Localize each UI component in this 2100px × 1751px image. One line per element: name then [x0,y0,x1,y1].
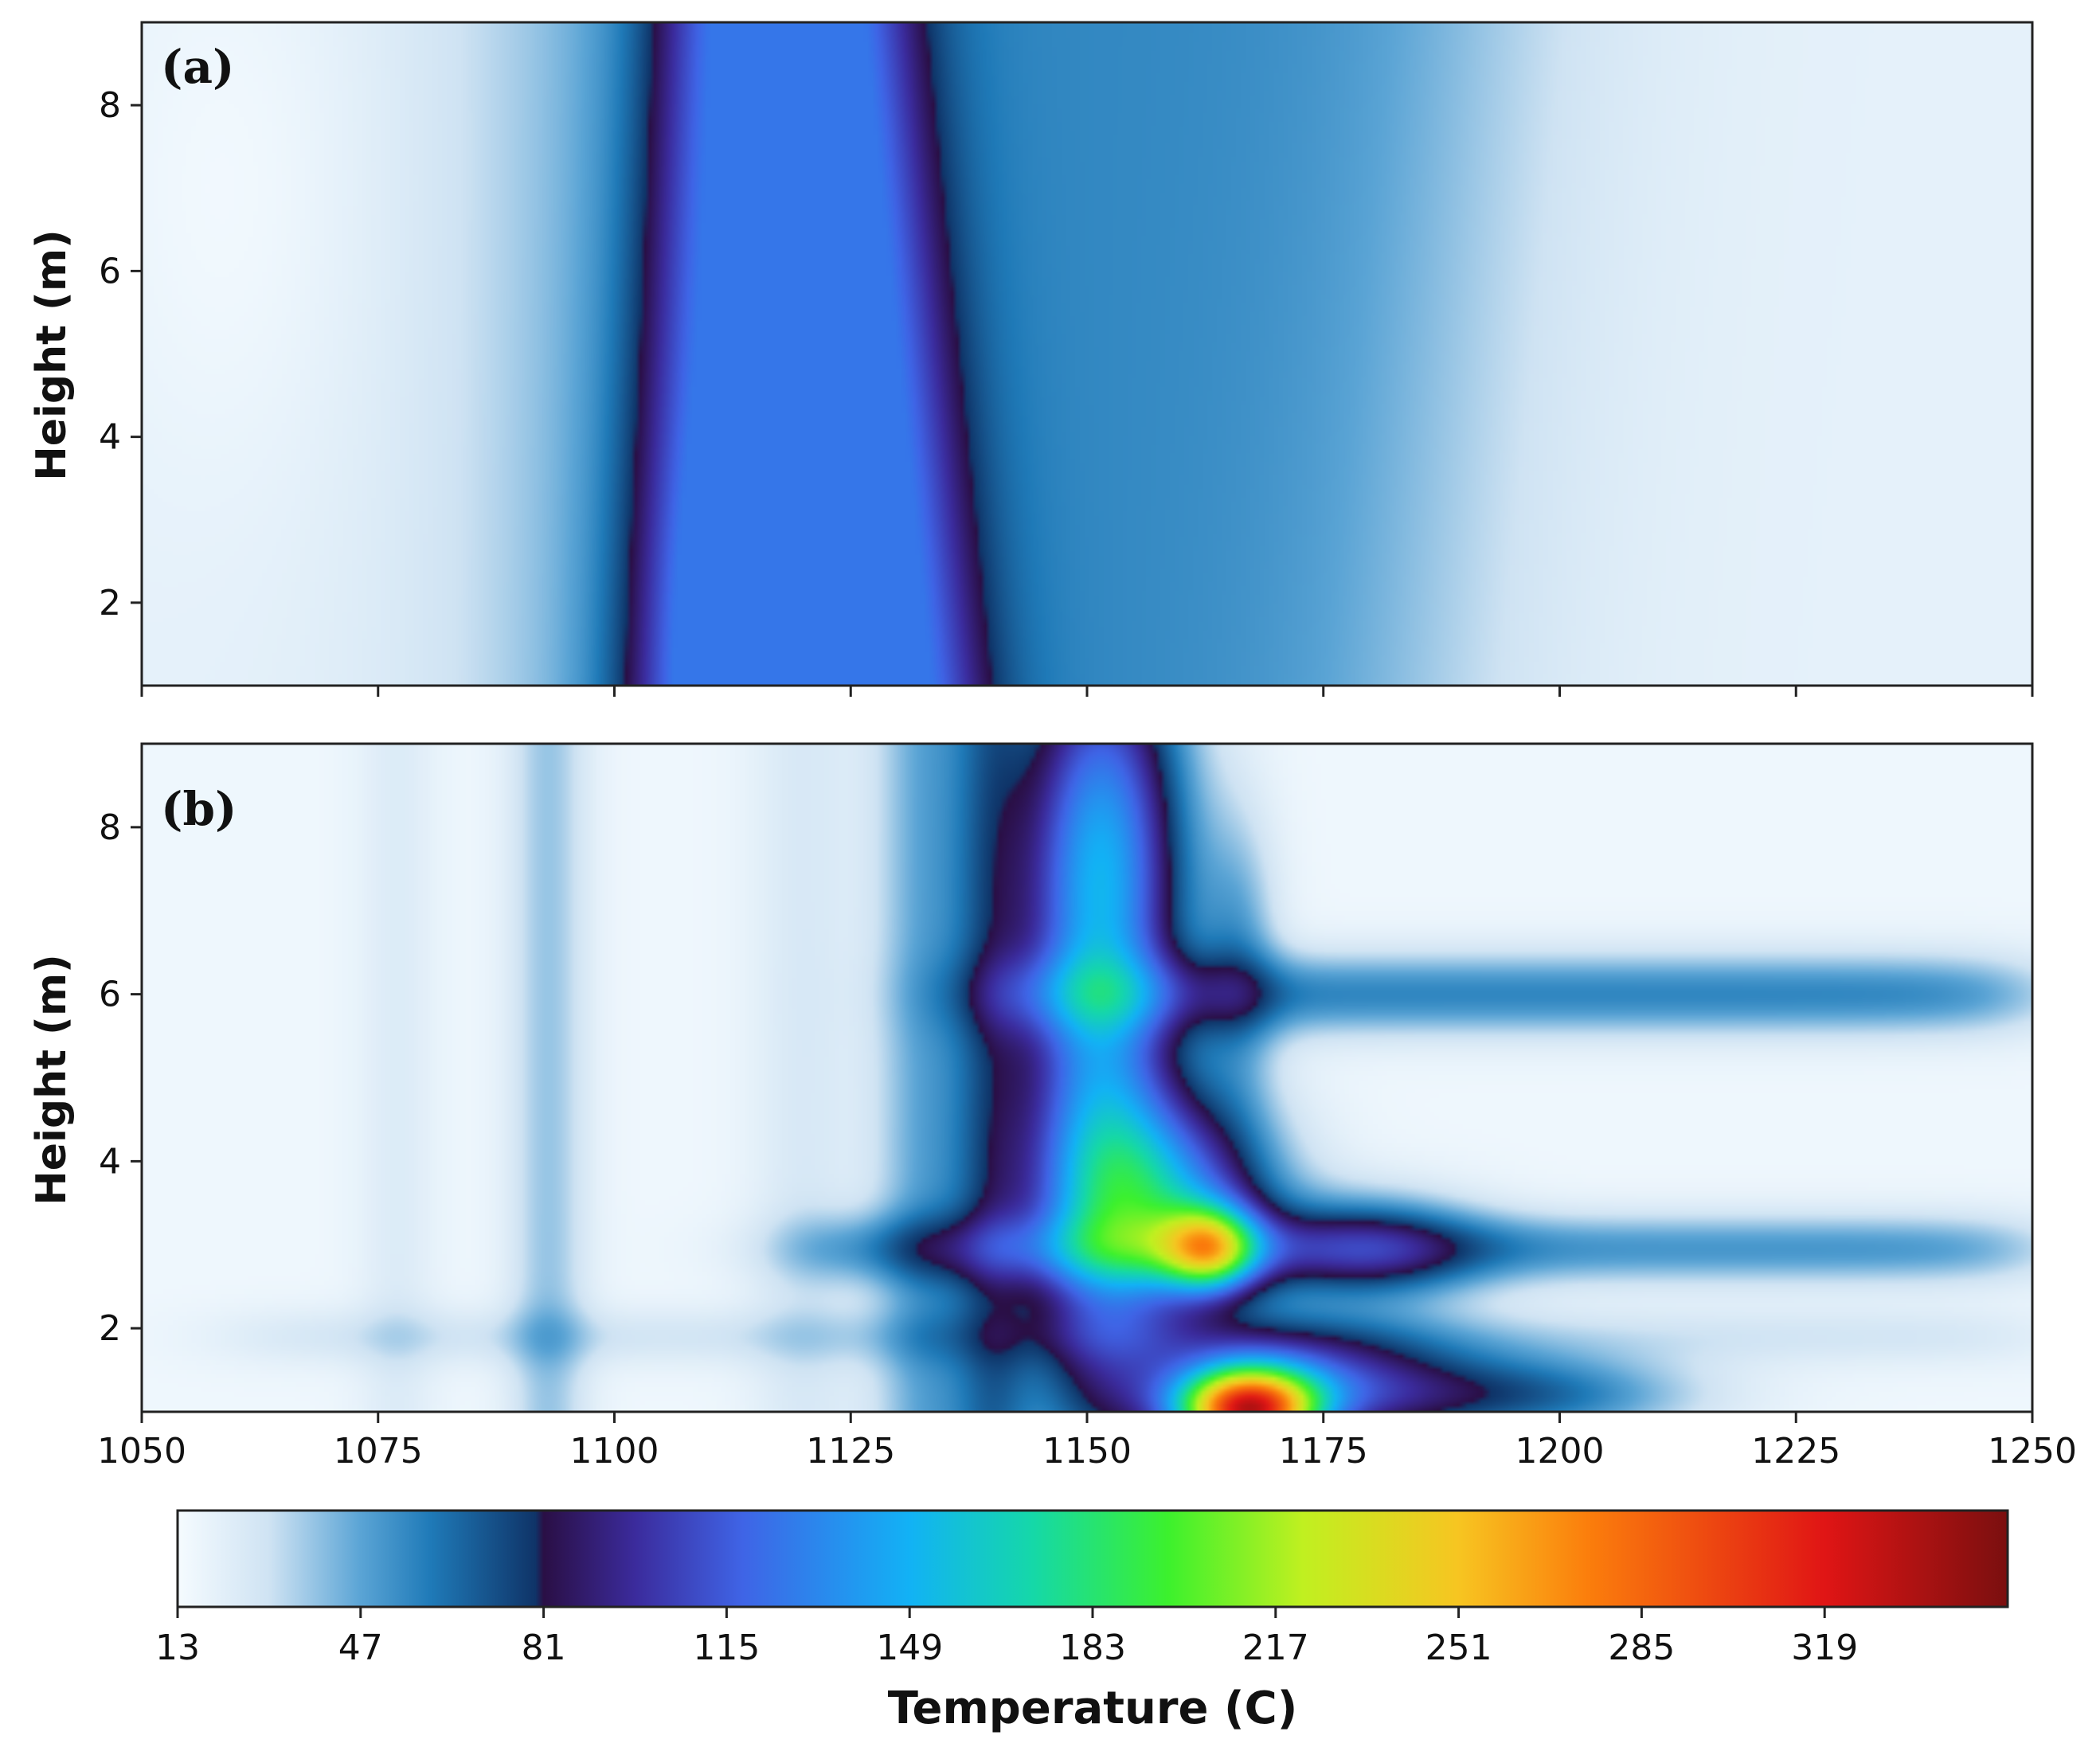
y-tick-label: 4 [99,1141,121,1182]
panel-a-y-ticks: 2 4 6 8 [99,85,142,623]
y-tick-label: 4 [99,417,121,458]
colorbar-tick-label: 149 [876,1628,943,1668]
colorbar-tick-label: 81 [522,1628,566,1668]
x-tick-label: 1225 [1751,1431,1840,1472]
panel-a: (a) 2 4 6 8 Height (m) [28,21,2034,697]
colorbar-tick-label: 251 [1425,1628,1492,1668]
panel-b-heatmap [142,744,2032,1412]
x-tick-label: 1125 [806,1431,895,1472]
panel-b: (b) 2 4 6 8 1050 1075 1100 1125 1150 1175 1200 122… [28,742,2077,1472]
panel-a-x-ticks [140,686,2034,697]
panel-a-label: (a) [161,40,234,94]
x-tick-label: 1050 [97,1431,186,1472]
colorbar-gradient-bar [176,1509,2009,1608]
x-tick-label: 1100 [570,1431,659,1472]
colorbar-tick-label: 47 [338,1628,383,1668]
panel-b-label: (b) [161,782,237,836]
panel-a-heatmap [142,22,2032,686]
x-tick-label: 1175 [1279,1431,1368,1472]
x-tick-label: 1150 [1042,1431,1132,1472]
colorbar: 13 47 81 115 149 183 217 251 285 319 Temperature … [155,1509,2009,1734]
colorbar-tick-label: 217 [1242,1628,1309,1668]
y-tick-label: 2 [99,1308,121,1349]
colorbar-tick-label: 13 [155,1628,200,1668]
y-tick-label: 6 [99,975,121,1015]
colorbar-tick-label: 319 [1791,1628,1858,1668]
y-tick-label: 8 [99,85,121,126]
panel-a-y-axis-label: Height (m) [28,229,76,481]
panel-b-y-axis-label: Height (m) [28,954,76,1206]
x-tick-label: 1075 [334,1431,423,1472]
colorbar-tick-label: 183 [1059,1628,1126,1668]
x-tick-label: 1250 [1988,1431,2077,1472]
colorbar-ticks: 13 47 81 115 149 183 217 251 285 319 [155,1607,1858,1668]
panel-b-x-ticks: 1050 1075 1100 1125 1150 1175 1200 1225 1250 [97,1412,2077,1472]
colorbar-tick-label: 115 [693,1628,760,1668]
x-tick-label: 1200 [1515,1431,1605,1472]
colorbar-tick-label: 285 [1608,1628,1675,1668]
panel-b-y-ticks: 2 4 6 8 [99,807,142,1349]
y-tick-label: 8 [99,807,121,848]
y-tick-label: 2 [99,583,121,623]
y-tick-label: 6 [99,251,121,291]
colorbar-label: Temperature (C) [888,1683,1298,1734]
